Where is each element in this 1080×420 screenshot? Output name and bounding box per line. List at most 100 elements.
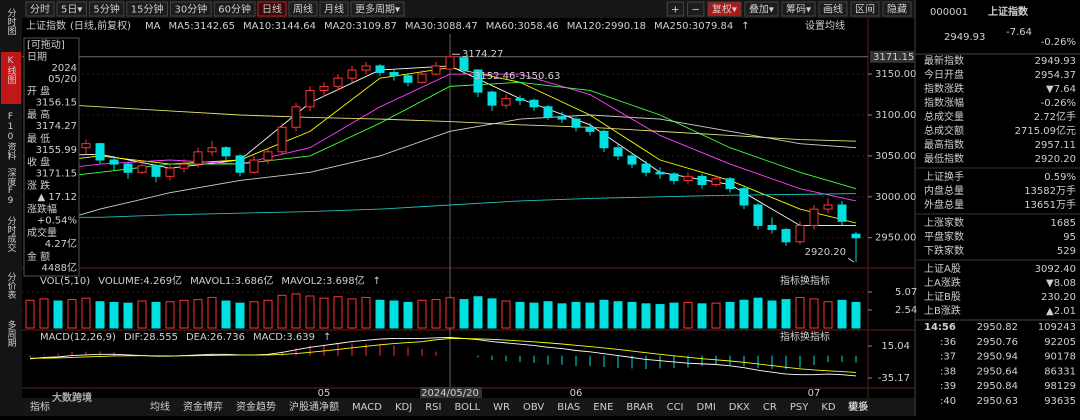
sidebar-tab[interactable]: 分时图 — [6, 8, 17, 36]
indicator-tab[interactable]: BRAR — [626, 402, 653, 413]
candle-body — [557, 116, 567, 120]
kline-title: 上证指数 — [26, 19, 66, 32]
volume-bar — [235, 302, 245, 329]
candle-body — [837, 204, 847, 222]
toolbar-button[interactable]: + — [671, 5, 679, 16]
sidebar-tab[interactable]: 分价表 — [6, 272, 17, 300]
macd-legend: MACD(12,26,9) — [40, 332, 116, 343]
indicator-tab[interactable]: PSY — [790, 402, 809, 413]
y-tick-label: 3100.00 — [875, 110, 916, 121]
candle-body — [431, 65, 441, 75]
y-tick-label: 2.54 — [895, 305, 917, 316]
macd-legend: DEA:26.736 — [186, 332, 245, 343]
volume-bar — [557, 303, 567, 329]
toolbar-tab[interactable]: 15分钟 — [131, 3, 164, 16]
indicator-tab[interactable]: RSI — [425, 402, 441, 413]
indicator-tab[interactable]: BIAS — [557, 402, 580, 413]
quote-value: 13651万手 — [1024, 198, 1076, 211]
candle-body — [613, 147, 623, 157]
toolbar-button[interactable]: 隐藏 — [887, 4, 907, 16]
toolbar-tab-bg — [257, 1, 287, 17]
quote-value: 3092.40 — [1035, 264, 1076, 275]
toolbar-tab[interactable]: 30分钟 — [175, 3, 208, 16]
volume-bar — [529, 302, 539, 329]
settings-button[interactable]: 设置均线 — [805, 19, 845, 32]
quote-label: 最新指数 — [924, 54, 964, 67]
quote-value: ▼8.08 — [1046, 278, 1076, 289]
volume-bar — [137, 300, 147, 329]
y-tick-label: -35.17 — [878, 373, 910, 384]
indicator-tab[interactable]: 沪股通净额 — [289, 400, 339, 413]
panel-button[interactable]: 换指标 — [800, 274, 830, 287]
annotation: 3152.46-3150.63 — [474, 71, 560, 82]
volume-bar — [711, 302, 721, 329]
indicator-tab[interactable]: DMI — [697, 402, 716, 413]
toolbar-button[interactable]: − — [692, 5, 700, 16]
indicator-tab[interactable]: ENE — [593, 402, 613, 413]
toolbar-tab[interactable]: 日线 — [262, 3, 282, 16]
candle-body — [389, 71, 399, 77]
tick-time: :36 — [940, 337, 956, 348]
toolbar-button[interactable]: 复权▾ — [712, 3, 737, 16]
quote-value: 0.59% — [1044, 172, 1076, 183]
toolbar-button[interactable]: 区间 — [855, 3, 875, 16]
toolbar-tab[interactable]: 周线 — [293, 3, 313, 16]
sidebar-tab[interactable]: 分时成交 — [6, 216, 17, 253]
info-label: 最 低 — [27, 132, 50, 145]
candle-body — [515, 98, 525, 101]
panel-button[interactable]: 换指标 — [800, 330, 830, 343]
quote-value: 2715.09亿元 — [1015, 124, 1076, 137]
sidebar-tab[interactable]: 多周期 — [6, 319, 17, 348]
indicator-tab[interactable]: WR — [493, 402, 510, 413]
indicator-tab[interactable]: 模板 — [848, 400, 868, 413]
ma-legend: MA30:3088.47 — [405, 21, 478, 32]
toolbar-tab[interactable]: 分时 — [30, 4, 50, 16]
indicator-tab[interactable]: 均线 — [150, 400, 170, 413]
volume-bar — [375, 299, 385, 329]
candle-body — [739, 188, 749, 206]
indicator-tab[interactable]: KD — [821, 402, 836, 413]
indicator-tab[interactable]: 指标 — [30, 400, 50, 413]
sidebar-tab[interactable]: 深度F9 — [6, 168, 17, 206]
panel-button[interactable]: 指标 — [780, 330, 800, 343]
indicator-tab[interactable]: MACD — [352, 402, 382, 413]
info-value: 3156.15 — [36, 98, 77, 109]
indicator-tab[interactable]: CR — [763, 402, 777, 413]
toolbar-tab[interactable]: 更多周期▾ — [355, 3, 400, 16]
candle-body — [501, 98, 511, 106]
indicator-tab[interactable]: 资金趋势 — [236, 400, 276, 413]
candle-body — [571, 118, 581, 128]
toolbar-tab[interactable]: 5日▾ — [61, 5, 82, 16]
kline-mode: (日线,前复权) — [70, 19, 131, 32]
indicator-tab[interactable]: KDJ — [395, 402, 412, 413]
indicator-tab[interactable]: OBV — [523, 402, 544, 413]
toolbar-tab[interactable]: 月线 — [324, 3, 344, 16]
toolbar-button[interactable]: 筹码▾ — [786, 3, 811, 16]
ma-legend: MA250:3079.84 — [654, 21, 733, 32]
indicator-tab[interactable]: CCI — [667, 402, 684, 413]
toolbar-tab[interactable]: 5分钟 — [93, 3, 119, 16]
y-tick-label: 5.07 — [895, 287, 917, 298]
quote-code: 000001 — [930, 7, 968, 18]
indicator-tab[interactable]: BOLL — [454, 402, 480, 413]
indicator-tab[interactable]: DKX — [729, 402, 750, 413]
quote-value: 2949.93 — [1035, 56, 1076, 67]
panel-button[interactable]: 指标 — [780, 274, 800, 287]
info-title: [可拖动] — [27, 38, 65, 51]
sidebar-tab[interactable]: K线图 — [6, 56, 17, 85]
volume-legend: VOLUME:4.269亿 — [98, 274, 182, 287]
quote-value: -0.26% — [1041, 98, 1076, 109]
toolbar-button[interactable]: 叠加▾ — [749, 4, 774, 16]
indicator-tab[interactable]: 资金博弈 — [183, 400, 223, 413]
info-value: 4.27亿 — [45, 237, 77, 250]
candle-body — [375, 65, 385, 73]
volume-bar — [207, 296, 217, 329]
dea-line — [30, 338, 857, 373]
sidebar-tab[interactable]: F10资料 — [6, 112, 17, 161]
indicator-tab[interactable]: 更多 — [849, 400, 869, 413]
annotation: 2920.20 — [805, 247, 846, 258]
toolbar-button[interactable]: 画线 — [823, 3, 843, 16]
toolbar-tab[interactable]: 60分钟 — [218, 3, 251, 16]
volume-bar — [361, 296, 371, 329]
volume-legend: MAVOL2:3.698亿 — [281, 274, 364, 287]
